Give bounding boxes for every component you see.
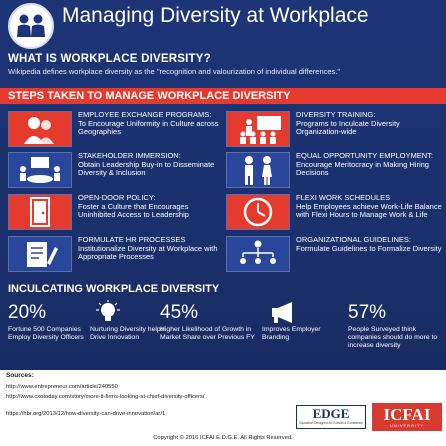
definition-section: WHAT IS WORKPLACE DIVERSITY? Wikipedia d… <box>0 53 446 81</box>
definition-text: Wikipedia defines workplace diversity as… <box>8 67 341 76</box>
step-icon-box <box>8 236 72 272</box>
stat-market-share: 45% Higher Likelihood of Growth in Marke… <box>160 300 256 342</box>
step-title: OPEN-DOOR POLICY: <box>78 193 156 202</box>
step-text: OPEN-DOOR POLICY: Foster a Culture that … <box>78 193 228 220</box>
step-text: ORGANIZATIONAL GUIDELINES: Formulate Gui… <box>296 235 446 253</box>
door-icon <box>30 197 50 227</box>
source-link[interactable]: https://hbr.org/2013/12/how-diversity-ca… <box>6 411 166 417</box>
page-title: Managing Diversity at Workplace <box>62 4 369 27</box>
lightbulb-icon <box>96 300 120 321</box>
step-desc: Formulate Guidelines to Formalize Divers… <box>296 243 442 253</box>
icfai-logo-text: ICFAI <box>383 405 431 424</box>
step-text: STAKEHOLDER IMMERSION: Obtain Leadership… <box>78 151 228 178</box>
copyright-text: Copyright © 2016 ICFAI E.D.G.E. All Righ… <box>153 435 293 441</box>
step-desc: Obtain Leadership Buy-in to Disseminate … <box>78 159 215 178</box>
step-icon-box <box>8 111 72 147</box>
people-icon <box>17 14 45 37</box>
step-desc: Institutionalize Diversity at Workplace … <box>78 243 218 262</box>
org-chart-icon <box>240 240 276 264</box>
stat-text: Higher Likelihood of Growth in Market Sh… <box>160 326 255 341</box>
sources-heading: Sources: <box>6 372 34 379</box>
step-desc: Encourage Meritocracy in Making Hiring D… <box>296 159 429 178</box>
step-icon-box <box>226 194 290 230</box>
step-desc: Foster a Culture that Encourages Uninhib… <box>78 201 189 220</box>
footer: Copyright © 2016 ICFAI E.D.G.E. All Righ… <box>0 432 446 446</box>
step-title: FORMULATE HR PROCESSES <box>78 235 186 244</box>
step-icon-box <box>226 111 290 147</box>
definition-heading: WHAT IS WORKPLACE DIVERSITY? <box>8 53 211 65</box>
step-title: DIVERSITY TRAINING: <box>296 110 376 119</box>
edge-logo-text: EDGE <box>312 406 350 421</box>
step-stakeholder-immersion: STAKEHOLDER IMMERSION: Obtain Leadership… <box>8 151 224 190</box>
step-text: DIVERSITY TRAINING: Programs to Inculcat… <box>296 110 446 137</box>
step-text: EQUAL OPPORTUNITY EMPLOYMENT: Encourage … <box>296 151 446 178</box>
step-icon-box <box>226 152 290 188</box>
step-title: EMPLOYEE EXCHANGE PROGRAMS: <box>78 110 212 119</box>
step-flexi-work: FLEXI WORK SCHEDULES Help Employees achi… <box>226 193 442 232</box>
stat-survey: 57% People Surveyed think companies shou… <box>348 300 442 350</box>
people-exchange-icon <box>24 117 54 144</box>
meeting-icon <box>20 157 60 183</box>
stat-text: Fortune 500 Companies Employ Diversity O… <box>8 326 84 341</box>
step-employee-exchange: EMPLOYEE EXCHANGE PROGRAMS: To Encourage… <box>8 110 224 149</box>
step-desc: Help Employees achieve Work-Life Balance… <box>296 201 442 220</box>
document-icon <box>27 242 58 267</box>
step-text: EMPLOYEE EXCHANGE PROGRAMS: To Encourage… <box>78 110 228 137</box>
steps-heading-bar: STEPS TAKEN TO MANAGE WORKPLACE DIVERSIT… <box>0 88 446 104</box>
icfai-logo-subtitle: UNIVERSITY <box>389 423 424 428</box>
stat-text: People Surveyed think companies should d… <box>348 326 438 349</box>
edge-logo-subtitle: Education Designed for Growth & Excellen… <box>299 421 363 425</box>
step-hr-processes: FORMULATE HR PROCESSES Institutionalize … <box>8 235 224 274</box>
step-title: ORGANIZATIONAL GUIDELINES: <box>296 235 412 244</box>
step-org-guidelines: ORGANIZATIONAL GUIDELINES: Formulate Gui… <box>226 235 442 274</box>
step-text: FORMULATE HR PROCESSES Institutionalize … <box>78 235 228 262</box>
header: Managing Diversity at Workplace <box>0 0 446 52</box>
megaphone-icon <box>272 302 292 323</box>
step-open-door: OPEN-DOOR POLICY: Foster a Culture that … <box>8 193 224 232</box>
step-diversity-training: DIVERSITY TRAINING: Programs to Inculcat… <box>226 110 442 149</box>
stat-value: 45% <box>160 302 199 323</box>
step-icon-box <box>226 236 290 272</box>
edge-logo: EDGE Education Designed for Growth & Exc… <box>296 405 366 429</box>
stat-text: Improves Employer Branding <box>262 326 321 341</box>
icfai-logo: ICFAI UNIVERSITY <box>372 403 442 431</box>
header-badge <box>8 3 54 49</box>
step-text: FLEXI WORK SCHEDULES Help Employees achi… <box>296 193 446 220</box>
stat-employer-branding: Improves Employer Branding <box>262 300 342 342</box>
step-title: STAKEHOLDER IMMERSION: <box>78 151 181 160</box>
stat-text: Nurturing Diversity helps Drive Innovati… <box>90 326 165 341</box>
classroom-icon <box>240 116 281 144</box>
step-equal-opportunity: EQUAL OPPORTUNITY EMPLOYMENT: Encourage … <box>226 151 442 190</box>
step-title: EQUAL OPPORTUNITY EMPLOYMENT: <box>296 151 433 160</box>
stat-value: 20% <box>8 302 47 323</box>
step-title: FLEXI WORK SCHEDULES <box>296 193 391 202</box>
clock-icon <box>243 197 273 227</box>
stat-diversity-officers: 20% Fortune 500 Companies Employ Diversi… <box>8 300 94 342</box>
source-link[interactable]: http://www.entrepreneur.com/article/2405… <box>6 384 118 390</box>
source-link[interactable]: http://www.cxotoday.com/story/more-it-fi… <box>6 394 205 400</box>
step-desc: To Encourage Uniformity in Culture acros… <box>78 118 219 137</box>
step-icon-box <box>8 194 72 230</box>
step-icon-box <box>8 152 72 188</box>
step-desc: Programs to Inculcate Diversity Organiza… <box>296 118 400 137</box>
gender-icon <box>245 156 272 185</box>
stat-innovation: Nurturing Diversity helps Drive Innovati… <box>90 300 176 342</box>
stat-value: 57% <box>348 302 387 323</box>
steps-heading: STEPS TAKEN TO MANAGE WORKPLACE DIVERSIT… <box>8 90 291 102</box>
inculcating-heading: INCULCATING WORKPLACE DIVERSITY <box>8 283 220 295</box>
